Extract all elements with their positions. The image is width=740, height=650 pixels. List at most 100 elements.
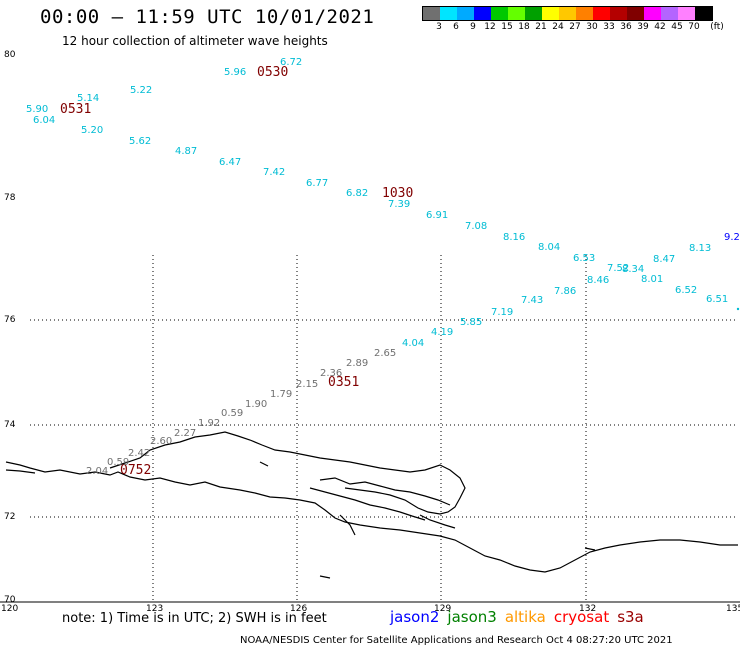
legend-swatch (440, 7, 457, 20)
legend-swatch (508, 7, 525, 20)
wave-height-value: 6.04 (33, 115, 55, 126)
wave-height-value: 5.62 (129, 136, 151, 147)
wave-height-value: 5.14 (77, 93, 99, 104)
wave-height-value: 6.51 (706, 294, 728, 305)
wave-height-value: 8.13 (689, 243, 711, 254)
satellite-jason3: jason3 (447, 608, 497, 626)
legend-swatch (661, 7, 678, 20)
wave-height-value: 2.27 (174, 428, 196, 439)
legend-label: 33 (603, 22, 615, 32)
wave-height-value: 2.65 (374, 348, 396, 359)
wave-height-value: 6.52 (675, 285, 697, 296)
wave-height-value: 8.16 (503, 232, 525, 243)
longitude-label: 126 (290, 604, 307, 614)
wave-height-value: 8.04 (538, 242, 560, 253)
pass-time-label: 0752 (120, 463, 151, 478)
coastline (5, 431, 738, 579)
legend-swatch (644, 7, 661, 20)
satellite-legend: jason2 jason3 altika cryosat s3a (390, 608, 652, 626)
legend-label: 45 (671, 22, 683, 32)
latitude-label: 76 (4, 315, 16, 325)
wave-height-value: 2.15 (296, 379, 318, 390)
wave-height-value: 0.59 (107, 457, 129, 468)
wave-height-value: 7.86 (554, 286, 576, 297)
latitude-label: 70 (4, 595, 16, 605)
wave-height-value: 8.47 (653, 254, 675, 265)
longitude-label: 135 (726, 604, 740, 614)
legend-label: 18 (518, 22, 530, 32)
wave-height-value: 2.04 (86, 466, 108, 477)
wave-height-value: 5.22 (130, 85, 152, 96)
legend-swatch (695, 7, 712, 20)
wave-height-value: 8.01 (641, 274, 663, 285)
map-title: 00:00 – 11:59 UTC 10/01/2021 (40, 6, 375, 28)
wave-height-value: 4.04 (402, 338, 424, 349)
wave-height-value: 2.89 (346, 358, 368, 369)
longitude-label: 129 (434, 604, 451, 614)
legend-label: 36 (620, 22, 632, 32)
color-legend-bar (422, 6, 713, 21)
edge-point-marker (736, 307, 740, 311)
legend-swatch (610, 7, 627, 20)
wave-height-value: 8.46 (587, 275, 609, 286)
wave-height-points: 0530 0531 1030 0351 0752 6.72 5.96 5.22 5.14 5.90… (26, 57, 740, 478)
latitude-label: 74 (4, 420, 16, 430)
pass-time-label: 1030 (382, 186, 413, 201)
longitude-label: 123 (146, 604, 163, 614)
legend-label: 24 (552, 22, 564, 32)
legend-label: 30 (586, 22, 598, 32)
wave-height-value: 6.91 (426, 210, 448, 221)
legend-swatch (542, 7, 559, 20)
satellite-jason2: jason2 (390, 608, 440, 626)
longitude-label: 132 (579, 604, 596, 614)
wave-height-value: 2.60 (150, 436, 172, 447)
legend-label: 70 (688, 22, 700, 32)
legend-swatch (474, 7, 491, 20)
wave-height-value: 6.82 (346, 188, 368, 199)
legend-label: (ft) (710, 22, 724, 32)
legend-swatch (559, 7, 576, 20)
pass-time-label: 0351 (328, 375, 359, 390)
wave-height-value: 9.2 (724, 232, 740, 243)
wave-height-value: 5.20 (81, 125, 103, 136)
map-subtitle: 12 hour collection of altimeter wave hei… (62, 34, 328, 48)
longitude-label: 120 (1, 604, 18, 614)
legend-swatch (576, 7, 593, 20)
wave-height-value: 7.43 (521, 295, 543, 306)
satellite-altika: altika (504, 608, 546, 626)
wave-height-value: 4.87 (175, 146, 197, 157)
wave-height-value: 7.39 (388, 199, 410, 210)
wave-height-value: 1.79 (270, 389, 292, 400)
latitude-label: 80 (4, 50, 16, 60)
legend-label: 21 (535, 22, 547, 32)
legend-label: 15 (501, 22, 513, 32)
wave-height-value: 2.42 (128, 448, 150, 459)
wave-height-value: 5.85 (460, 317, 482, 328)
grid-lines (30, 255, 738, 602)
pass-time-label: 0531 (60, 102, 91, 117)
wave-height-value: 4.19 (431, 327, 453, 338)
wave-height-value: 6.53 (573, 253, 595, 264)
latitude-label: 72 (4, 512, 15, 522)
legend-swatch (491, 7, 508, 20)
wave-height-value: 6.47 (219, 157, 241, 168)
note-text: note: 1) Time is in UTC; 2) SWH is in fe… (62, 611, 327, 626)
latitude-label: 78 (4, 193, 16, 203)
wave-height-value: 6.77 (306, 178, 328, 189)
legend-swatch (627, 7, 644, 20)
wave-height-value: 7.08 (465, 221, 487, 232)
legend-label: 42 (654, 22, 666, 32)
wave-height-value: 7.52 (607, 263, 629, 274)
legend-label: 39 (637, 22, 649, 32)
legend-swatch (593, 7, 610, 20)
wave-height-value: 1.90 (245, 399, 267, 410)
wave-height-value: 5.96 (224, 67, 246, 78)
legend-label: 12 (484, 22, 496, 32)
legend-swatch (457, 7, 474, 20)
legend-swatch (678, 7, 695, 20)
satellite-cryosat: cryosat (553, 608, 610, 626)
legend-label: 6 (453, 22, 459, 32)
wave-height-value: 0.59 (221, 408, 243, 419)
